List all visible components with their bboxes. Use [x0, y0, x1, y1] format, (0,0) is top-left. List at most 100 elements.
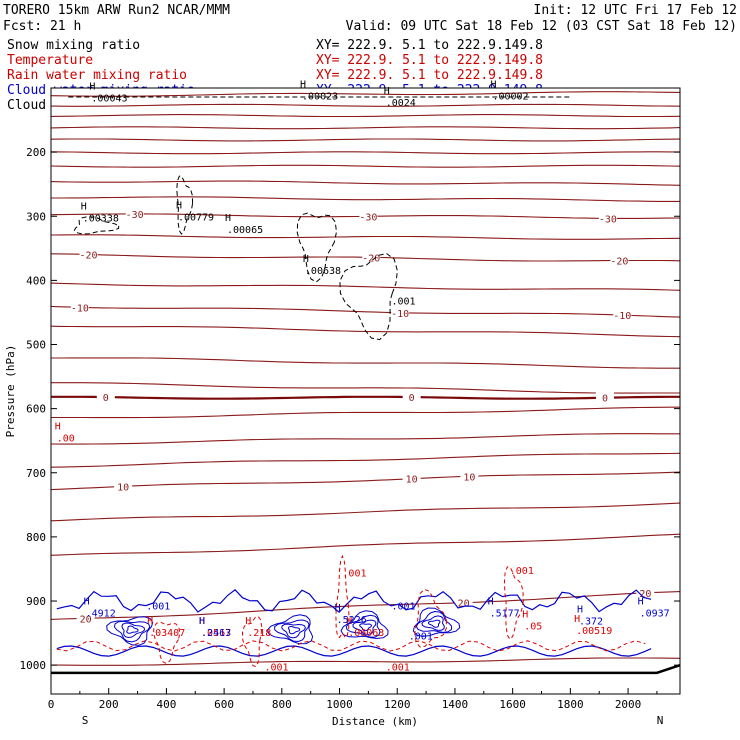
- cloud-water-contours: [56, 588, 652, 657]
- cloud-water-core: [274, 619, 310, 643]
- snow-contour: [176, 175, 194, 235]
- x-tick-label: 1000: [326, 698, 353, 711]
- cloud-water-core: [106, 616, 154, 646]
- rain-max-label: .05: [524, 621, 542, 632]
- rain-contour: [241, 615, 263, 668]
- isotherm-label: 20: [458, 599, 470, 610]
- snow-max-label: .00338: [83, 214, 119, 225]
- rain-contour: [414, 588, 447, 648]
- snow-max-label: .00043: [91, 94, 127, 105]
- cloud-water-bottom: [56, 645, 652, 657]
- isotherm-label-bg: [70, 301, 89, 313]
- temperature-isotherm: [50, 91, 681, 97]
- temperature-isotherm: [51, 196, 680, 202]
- axes: 0 200 400 600 800 1000 1200 1400 1600 1800 2000200…: [20, 146, 680, 711]
- isotherm-label: 0: [602, 394, 608, 405]
- cloud-water-core: [352, 619, 377, 635]
- temperature-isotherm: [50, 433, 680, 445]
- y-tick-label: 500: [26, 339, 46, 352]
- temperature-isotherm: [50, 151, 680, 155]
- temperature-isotherm: [51, 406, 680, 419]
- cloud-water-contour-label: .001: [391, 601, 415, 612]
- isotherm-label-bg: [125, 207, 144, 219]
- rain-max-label-h: H: [522, 609, 528, 620]
- legend-xy: XY= 222.9. 5.1 to 222.9.149.8: [316, 68, 543, 83]
- y-tick-label: 300: [26, 210, 46, 223]
- init-time: Init: 12 UTC Fri 17 Feb 12: [534, 3, 738, 18]
- temperature-isotherm: [51, 395, 680, 400]
- snow-max-label-h: H: [490, 80, 496, 91]
- rain-max-label-h: H: [199, 616, 205, 627]
- isotherm-label-bg: [402, 472, 421, 484]
- isotherm-label-bg: [636, 586, 655, 598]
- x-tick-label: 1600: [499, 698, 526, 711]
- cloud-water-max-label: .5226: [337, 615, 367, 626]
- cloud-water-core: [427, 619, 441, 628]
- isotherm-label-bg: [79, 248, 98, 260]
- isotherm-label-bg: [359, 210, 378, 222]
- isotherm-label: 0: [103, 393, 109, 404]
- isotherm-label: -10: [71, 303, 89, 314]
- snow-contour: [339, 253, 398, 341]
- x-tick-label: 600: [214, 698, 234, 711]
- forecast-hour: Fcst: 21 h: [3, 19, 81, 34]
- cloud-water-max-label: .5177: [490, 609, 520, 620]
- rain-max-label: .00: [57, 433, 75, 444]
- temperature-isotherm: [51, 357, 680, 369]
- snow-contour: [73, 216, 120, 235]
- temperature-isotherm: [50, 452, 681, 468]
- temperature-isotherm: [50, 138, 681, 142]
- isotherm-label: 20: [639, 589, 651, 600]
- y-axis-label: Pressure (hPa): [4, 345, 17, 438]
- cloud-water-contour-label: .001: [409, 631, 433, 642]
- isotherm-label-bg: [114, 480, 133, 492]
- isotherm-label: -30: [126, 210, 144, 221]
- temperature-isotherm: [51, 382, 680, 394]
- x-tick-label: 200: [99, 698, 119, 711]
- cloud-water-core: [345, 614, 381, 638]
- rain-contour: [335, 554, 350, 639]
- cloud-water-max-label-h: H: [638, 597, 644, 608]
- isotherm-label: -20: [610, 257, 628, 268]
- temperature-isotherm: [50, 180, 681, 186]
- rain-max-label: .03407: [149, 628, 185, 639]
- y-tick-label: 400: [26, 274, 46, 287]
- temperature-isotherm: [50, 471, 681, 491]
- y-tick-label: 700: [26, 467, 46, 480]
- x-axis-label: Distance (km): [332, 715, 418, 728]
- isotherm-label: 0: [409, 393, 415, 404]
- snow-max-label-h: H: [300, 80, 306, 91]
- isotherm-label-bg: [610, 254, 629, 266]
- temperature-isotherm: [50, 657, 681, 666]
- snow-max-label-h: H: [303, 254, 309, 265]
- cloud-water-top: [56, 588, 652, 614]
- cloud-water-core: [340, 610, 389, 640]
- temperature-isotherm: [50, 164, 681, 168]
- isotherm-label: -20: [362, 253, 380, 264]
- isotherm-label-bg: [402, 391, 421, 403]
- temperature-isotherm: [50, 234, 681, 240]
- isotherm-label-bg: [76, 612, 95, 624]
- cloud-water-core: [121, 622, 146, 639]
- rain-max-label: .0517: [201, 628, 231, 639]
- snow-max-label: .0024: [386, 98, 416, 109]
- x-tick-label: 1400: [442, 698, 469, 711]
- temperature-isotherm: [50, 502, 681, 522]
- isotherm-label-bg: [362, 251, 381, 263]
- rain-base-contour: [56, 640, 646, 652]
- cloud-water-contour-label: .001: [146, 601, 170, 612]
- y-tick-label: 200: [26, 146, 46, 159]
- y-tick-label: 1000: [20, 659, 47, 672]
- snow-max-label-h: H: [384, 86, 390, 97]
- cloud-water-core: [126, 625, 139, 634]
- x-tick-label: 0: [48, 698, 55, 711]
- rain-contour-label: .001: [386, 662, 410, 673]
- legend-xy: XY= 222.9. 5.1 to 222.9.149.8: [316, 38, 543, 53]
- snow-max-label-h: H: [225, 213, 231, 224]
- cloud-water-max-label-h: H: [335, 603, 341, 614]
- rain-max-label: .218: [247, 628, 271, 639]
- rain-max-label-h: H: [346, 616, 352, 627]
- temperature-isotherm: [50, 126, 681, 130]
